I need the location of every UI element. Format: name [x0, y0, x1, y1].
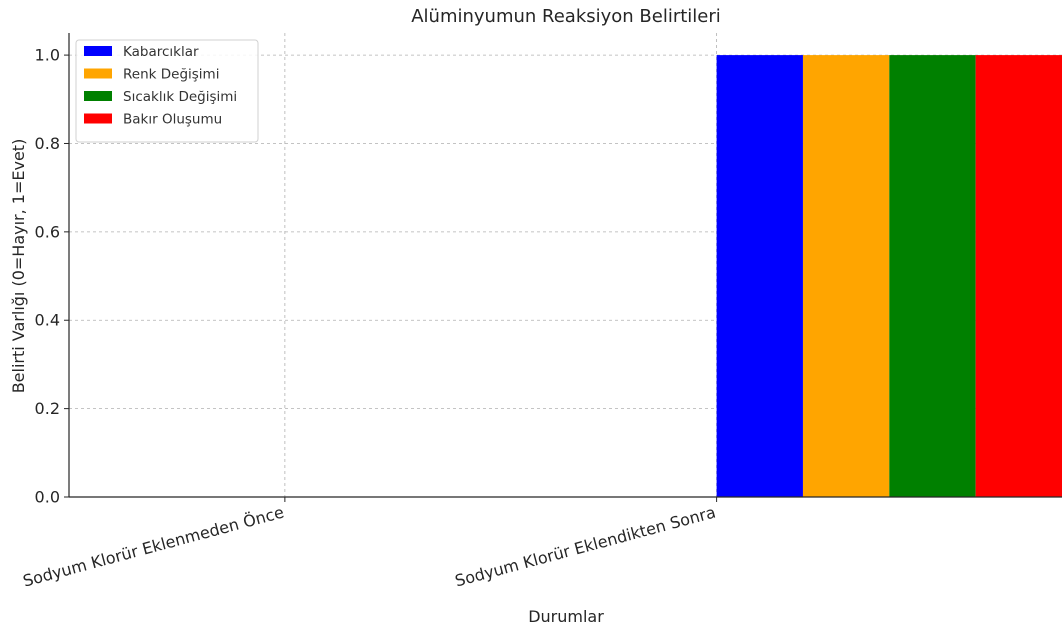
x-tick-label: Sodyum Klorür Eklendikten Sonra: [453, 503, 718, 591]
y-tick-label: 0.0: [35, 488, 60, 507]
legend-label: Sıcaklık Değişimi: [123, 89, 237, 105]
y-ticks: 0.0 0.2 0.4 0.6 0.8 1.0: [35, 46, 69, 507]
y-tick-label: 0.2: [35, 399, 60, 418]
axes: [68, 33, 1062, 498]
bar: [802, 55, 890, 497]
legend-label: Kabarcıklar: [123, 44, 199, 60]
legend-frame: [75, 39, 259, 143]
bar: [716, 55, 803, 497]
y-tick-label: 1.0: [35, 46, 60, 65]
y-tick-label: 0.6: [35, 222, 60, 241]
y-tick-label: 0.8: [35, 134, 60, 153]
legend: Kabarcıklar Renk Değişimi Sıcaklık Değişim…: [75, 39, 259, 143]
x-ticks: Sodyum Klorür Eklenmeden Önce Sodyum Klor…: [21, 497, 718, 591]
y-tick-label: 0.4: [35, 311, 60, 330]
x-axis-label: Durumlar: [528, 607, 604, 626]
x-tick-label: Sodyum Klorür Eklenmeden Önce: [21, 503, 286, 591]
bar: [889, 55, 976, 497]
legend-label: Bakır Oluşumu: [123, 112, 222, 128]
legend-swatch: [84, 113, 112, 124]
bar: [975, 55, 1062, 497]
chart-title: Alüminyumun Reaksiyon Belirtileri: [411, 6, 721, 27]
legend-swatch: [84, 91, 112, 101]
legend-swatch: [84, 46, 112, 56]
y-axis-label: Belirti Varlığı (0=Hayır, 1=Evet): [9, 139, 28, 394]
bars: [716, 55, 1062, 497]
legend-swatch: [84, 68, 112, 79]
legend-label: Renk Değişimi: [123, 67, 219, 83]
